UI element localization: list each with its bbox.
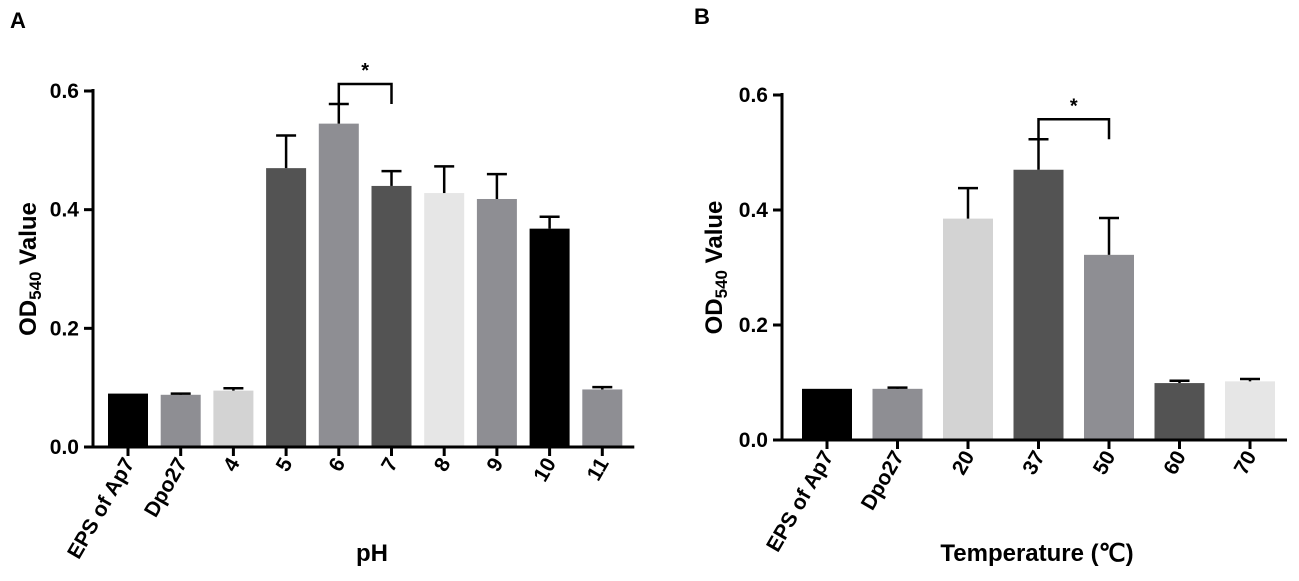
x-tick-label: 50 <box>1089 447 1121 479</box>
error-bar <box>1169 379 1190 384</box>
error-bar <box>539 215 560 229</box>
y-axis-title: OD540 Value <box>15 202 45 336</box>
error-bar <box>887 386 908 389</box>
x-tick-label: 37 <box>1018 447 1050 479</box>
error-bar <box>170 392 191 395</box>
significance-bracket <box>337 82 393 105</box>
chart-panel-b: B 0.0 0.2 0.4 0.6 EPS of Ap7 Dpo27 20 37 50 60 70 * O… <box>694 4 1287 567</box>
significance-bracket <box>1037 118 1111 140</box>
bar <box>1084 254 1134 440</box>
y-tick-label: 0.2 <box>739 314 768 337</box>
error-bar <box>958 186 978 219</box>
y-axis-title: OD540 Value <box>701 201 731 335</box>
error-bar <box>486 172 507 199</box>
x-tick-label: Dpo27 <box>140 454 192 521</box>
error-bar <box>1240 377 1260 382</box>
x-tick-label: EPS of Ap7 <box>63 454 139 563</box>
significance-label: * <box>361 60 369 82</box>
bar <box>1154 383 1205 440</box>
bar <box>872 388 923 440</box>
x-tick-label: EPS of Ap7 <box>762 447 838 556</box>
y-tick-label: 0.6 <box>739 84 768 107</box>
bar <box>213 390 254 447</box>
bar <box>371 185 412 447</box>
bar <box>318 123 359 447</box>
x-axis-title: Temperature (℃) <box>940 540 1133 567</box>
error-bar <box>1099 216 1119 255</box>
bar <box>1013 169 1064 440</box>
error-bar <box>434 165 455 194</box>
y-tick-label: 0.6 <box>50 80 79 103</box>
bar <box>529 228 570 447</box>
bar <box>943 218 993 440</box>
x-tick-label: 70 <box>1230 447 1262 479</box>
x-tick-label: 10 <box>529 454 561 486</box>
y-tick-label: 0.4 <box>50 199 80 222</box>
x-tick-label: 11 <box>583 454 614 485</box>
x-tick-label: 5 <box>272 454 298 476</box>
x-tick-label: 6 <box>324 454 350 476</box>
bar <box>424 193 465 447</box>
x-tick-label: 4 <box>219 454 245 476</box>
x-tick-label: 8 <box>430 454 456 476</box>
x-tick-label: 9 <box>482 454 508 476</box>
y-tick-label: 0.2 <box>50 317 79 340</box>
bar <box>160 394 201 447</box>
panel-letter: B <box>694 4 710 29</box>
x-tick-label: 20 <box>948 447 980 479</box>
x-tick-label: Dpo27 <box>857 447 909 514</box>
x-tick-label: 7 <box>377 454 403 476</box>
bar <box>582 389 623 447</box>
error-bar <box>381 169 402 186</box>
chart-panel-a: A 0.0 0.2 0.4 0.6 EPS of Ap7 Dpo27 4 5 6 7 8 9 10 11 * O… <box>10 8 635 567</box>
y-tick-label: 0.4 <box>739 199 769 222</box>
y-tick-label: 0.0 <box>50 436 79 459</box>
error-bar <box>223 387 244 391</box>
bar <box>266 168 307 447</box>
bar <box>476 198 517 447</box>
error-bar <box>276 134 297 169</box>
bar <box>108 393 148 447</box>
error-bar <box>592 385 613 390</box>
error-bar <box>328 102 349 124</box>
y-tick-label: 0.0 <box>739 429 768 452</box>
significance-label: * <box>1070 95 1078 117</box>
error-bar <box>1028 138 1049 170</box>
x-axis-title: pH <box>356 540 388 567</box>
panel-letter: A <box>10 8 26 33</box>
bar <box>802 388 852 440</box>
bar <box>1225 381 1275 440</box>
x-tick-label: 60 <box>1159 447 1191 479</box>
